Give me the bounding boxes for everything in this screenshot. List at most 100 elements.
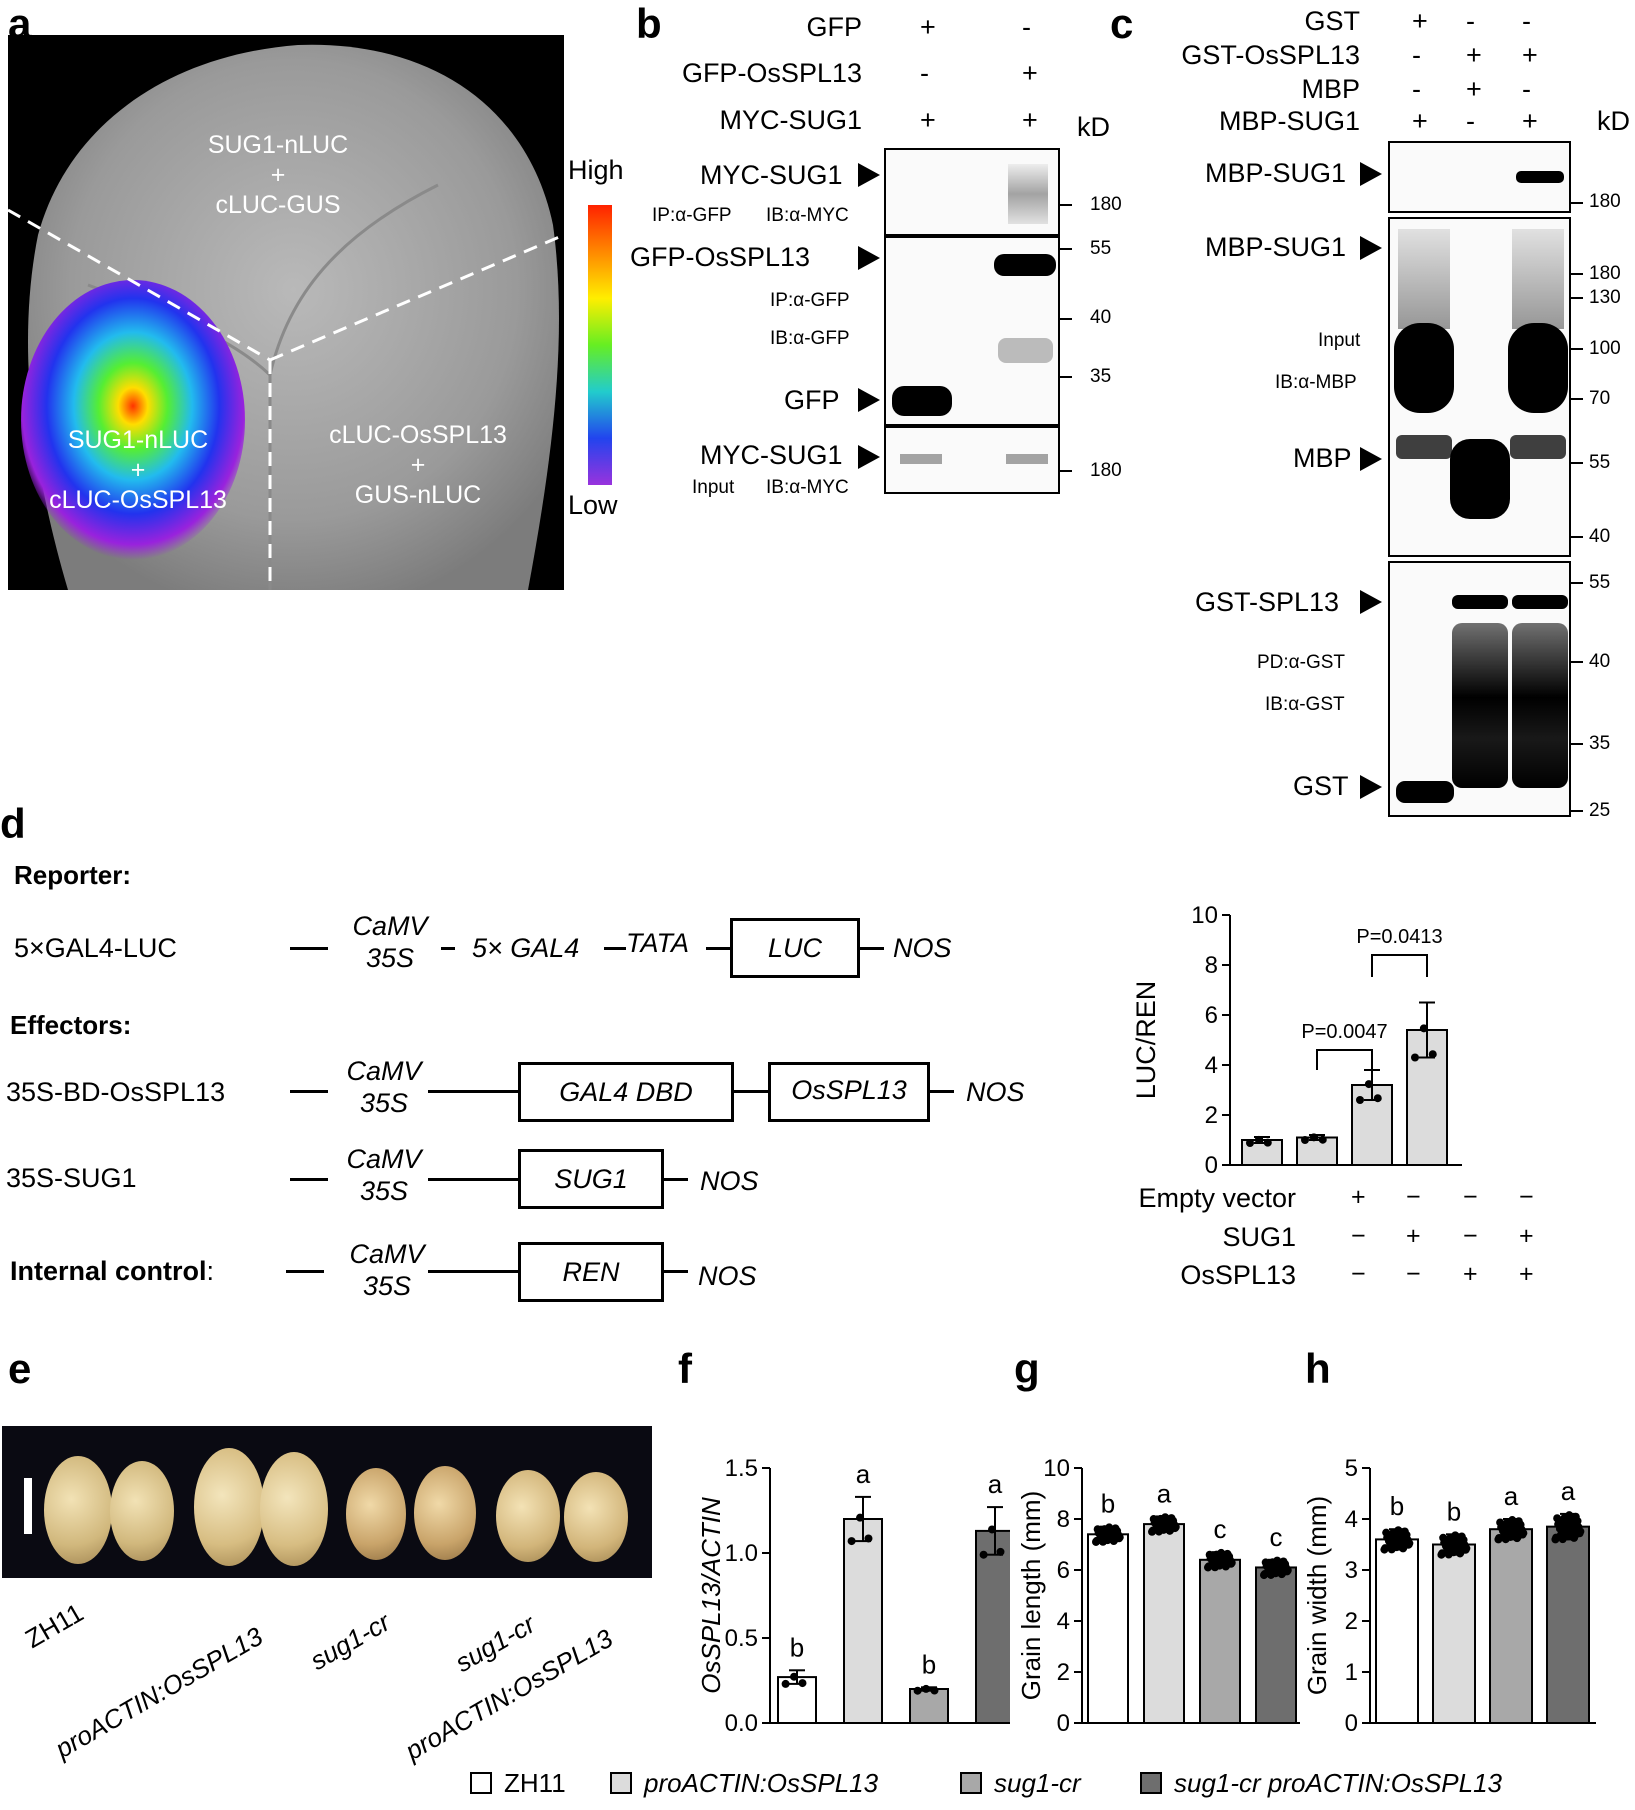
blot-c2-input-label: Input bbox=[1318, 330, 1361, 351]
y-tick-label: 0 bbox=[1205, 1152, 1218, 1179]
significance-bracket bbox=[1371, 954, 1428, 977]
scale-high-label: High bbox=[568, 155, 624, 185]
reporter-name: 5×GAL4-LUC bbox=[14, 933, 177, 963]
y-tick-label: 10 bbox=[1043, 1455, 1070, 1482]
data-point bbox=[1212, 1550, 1221, 1559]
mw-label: 100 bbox=[1589, 338, 1621, 359]
chart-h-grain-width: 0 1 2 3 4 5 Grain width (mm) b b a a bbox=[1302, 1455, 1596, 1737]
significance-letter: c bbox=[1214, 1514, 1227, 1544]
band bbox=[892, 386, 952, 416]
condition-row-label: MBP-SUG1 bbox=[1218, 106, 1360, 136]
mw-tick bbox=[1571, 398, 1583, 400]
data-point bbox=[1356, 1096, 1364, 1104]
data-point bbox=[1156, 1514, 1165, 1523]
blot-b-coip-myc bbox=[884, 148, 1060, 236]
condition-row-label: Empty vector bbox=[1138, 1183, 1296, 1213]
band bbox=[994, 254, 1056, 276]
condition-sign: - bbox=[1412, 40, 1421, 70]
data-point bbox=[1162, 1515, 1171, 1524]
data-point bbox=[1277, 1565, 1286, 1574]
significance-letter: a bbox=[856, 1459, 871, 1489]
internal-control-colon: : bbox=[206, 1256, 215, 1286]
significance-letter: a bbox=[988, 1469, 1003, 1499]
mw-tick bbox=[1571, 273, 1583, 275]
construct-line bbox=[930, 1090, 954, 1093]
condition-row-label: MYC-SUG1 bbox=[719, 105, 862, 135]
arrow-icon bbox=[1360, 162, 1382, 186]
construct-line bbox=[734, 1090, 768, 1093]
mw-tick bbox=[1571, 202, 1583, 204]
panel-letter-e: e bbox=[8, 1345, 32, 1392]
leaf-top-label-1: SUG1-nLUC bbox=[207, 131, 349, 159]
data-point bbox=[913, 1686, 922, 1695]
blot-b3-input-label: Input bbox=[692, 477, 735, 498]
band bbox=[1006, 454, 1048, 464]
tata-label: TATA bbox=[626, 928, 689, 958]
panel-b-kd-label: kD bbox=[1077, 112, 1110, 142]
35s-label: 35S bbox=[362, 1271, 412, 1301]
chart-d-luc-ren: 0 2 4 6 8 10 LUC/REN P=0.0047 P=0.0413 bbox=[1131, 902, 1462, 1179]
condition-sign: − bbox=[1463, 1183, 1478, 1211]
condition-sign: + bbox=[1519, 1222, 1534, 1250]
data-point bbox=[1503, 1518, 1512, 1527]
leaf-right-label-2: + bbox=[410, 451, 426, 479]
35s-label: 35S bbox=[359, 1176, 409, 1206]
data-point bbox=[1210, 1559, 1218, 1568]
leaf-image-svg bbox=[7, 44, 565, 591]
bar bbox=[1432, 1543, 1476, 1724]
condition-row-label: GST-OsSPL13 bbox=[1181, 40, 1360, 70]
mw-tick bbox=[1060, 204, 1072, 206]
data-point bbox=[1171, 1523, 1180, 1532]
condition-sign: - bbox=[1522, 6, 1531, 36]
condition-sign: - bbox=[1522, 74, 1531, 104]
y-axis-label: Grain width (mm) bbox=[1302, 1496, 1332, 1695]
construct-line bbox=[664, 1178, 688, 1181]
band bbox=[1450, 439, 1510, 519]
construct-line bbox=[428, 1178, 518, 1181]
35s-label: 35S bbox=[359, 1088, 409, 1118]
blot-b2-ip-label: IP:α-GFP bbox=[770, 290, 850, 311]
significance-letter: b bbox=[1101, 1489, 1115, 1519]
data-point bbox=[790, 1672, 799, 1681]
luc-label: LUC bbox=[767, 933, 822, 963]
data-point bbox=[1567, 1515, 1576, 1524]
data-point bbox=[1576, 1527, 1585, 1536]
significance-letter: b bbox=[1390, 1491, 1404, 1521]
y-tick-label: 6 bbox=[1057, 1557, 1070, 1584]
arrow-icon bbox=[858, 163, 880, 187]
chart-f-osspl13-expression: 0.0 0.5 1.0 1.5 OsSPL13/ACTIN b a b a bbox=[696, 1455, 1010, 1737]
data-point bbox=[781, 1679, 790, 1688]
blot-c3-band1-label: GST-SPL13 bbox=[1195, 587, 1340, 617]
mw-tick bbox=[1571, 297, 1583, 299]
data-point bbox=[1419, 1024, 1428, 1033]
panel-letter-c: c bbox=[1110, 0, 1134, 47]
mw-tick bbox=[1571, 348, 1583, 350]
data-point bbox=[1274, 1559, 1283, 1568]
grain-icon bbox=[194, 1448, 264, 1566]
mw-tick bbox=[1060, 318, 1072, 320]
mw-label: 180 bbox=[1589, 263, 1621, 284]
data-point bbox=[1455, 1543, 1464, 1552]
panel-letter-b: b bbox=[636, 0, 662, 47]
grain-icon bbox=[346, 1468, 406, 1560]
construct-line bbox=[290, 947, 328, 950]
blot-b2-band2-label: GFP bbox=[784, 385, 840, 415]
mw-label: 55 bbox=[1589, 452, 1611, 473]
legend-swatch bbox=[470, 1772, 492, 1794]
mw-label: 35 bbox=[1589, 733, 1611, 754]
condition-sign: + bbox=[1522, 40, 1538, 70]
band bbox=[1508, 323, 1568, 413]
data-point bbox=[1221, 1557, 1230, 1566]
sug1-gene-box: SUG1 bbox=[518, 1149, 664, 1209]
scale-bar bbox=[24, 1478, 32, 1534]
mw-label: 40 bbox=[1589, 651, 1611, 672]
band bbox=[1396, 781, 1454, 803]
data-point bbox=[1263, 1138, 1272, 1147]
mw-tick bbox=[1060, 376, 1072, 378]
y-axis-label: LUC/REN bbox=[1131, 981, 1161, 1100]
data-point bbox=[988, 1525, 997, 1534]
p-value-label: P=0.0413 bbox=[1356, 926, 1442, 948]
data-point bbox=[1552, 1533, 1561, 1542]
arrow-icon bbox=[1360, 236, 1382, 260]
data-point bbox=[1318, 1135, 1327, 1144]
